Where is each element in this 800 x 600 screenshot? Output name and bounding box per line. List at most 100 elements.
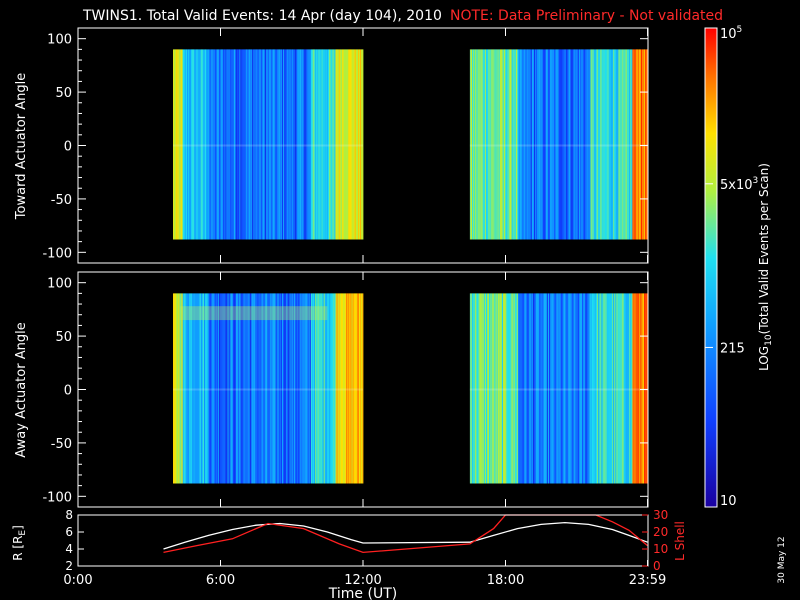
heatmap-column	[272, 293, 274, 484]
heatmap-column	[534, 49, 536, 240]
heatmap-column	[303, 293, 305, 484]
heatmap-column	[340, 293, 343, 484]
heatmap-column	[214, 49, 217, 240]
heatmap-column	[225, 49, 227, 240]
heatmap-column	[619, 293, 621, 484]
heatmap-column	[252, 49, 254, 240]
orbit-y-tick-label: 6	[65, 525, 73, 539]
heatmap-column	[317, 293, 319, 484]
heatmap-column	[185, 49, 188, 240]
heatmap-column	[507, 293, 509, 484]
heatmap-column	[634, 49, 636, 240]
heatmap-column	[289, 49, 291, 240]
heatmap-column	[278, 293, 281, 484]
heatmap-column	[202, 293, 205, 484]
heatmap-column	[209, 49, 211, 240]
heatmap-column	[514, 293, 517, 484]
heatmap-column	[307, 49, 310, 240]
heatmap-column	[645, 293, 647, 484]
heatmap-column	[283, 293, 285, 484]
heatmap-column	[624, 293, 627, 484]
orbit-ylabel: R [RE]	[11, 525, 28, 561]
heatmap-column	[479, 293, 481, 484]
y-tick-label: 50	[55, 330, 72, 345]
heatmap-column	[608, 293, 611, 484]
heatmap-column	[233, 293, 236, 484]
toward-heatmap	[173, 49, 648, 240]
heatmap-column	[320, 293, 322, 484]
away-heatmap	[173, 293, 648, 484]
heatmap-column	[339, 49, 342, 240]
heatmap-column	[268, 49, 270, 240]
heatmap-column	[646, 293, 648, 484]
heatmap-column	[620, 293, 623, 484]
heatmap-column	[626, 49, 629, 240]
heatmap-column	[639, 49, 642, 240]
heatmap-column	[175, 293, 177, 484]
heatmap-column	[277, 49, 280, 240]
heatmap-column	[314, 293, 316, 484]
heatmap-column	[552, 49, 554, 240]
heatmap-column	[523, 49, 525, 240]
heatmap-column	[274, 293, 276, 484]
heatmap-column	[300, 49, 302, 240]
heatmap-column	[485, 49, 488, 240]
heatmap-column	[259, 49, 262, 240]
away-panel: 100 50 0 -50 -100 Away Actuator Angle	[14, 271, 649, 508]
heatmap-column	[295, 49, 298, 240]
heatmap-column	[255, 49, 257, 240]
heatmap-column	[294, 293, 297, 484]
heatmap-column	[225, 293, 227, 484]
heatmap-column	[520, 293, 522, 484]
heatmap-column	[631, 293, 633, 484]
heatmap-column	[628, 293, 630, 484]
heatmap-column	[260, 293, 263, 484]
heatmap-column	[504, 293, 506, 484]
heatmap-column	[542, 293, 545, 484]
heatmap-column	[603, 293, 605, 484]
heatmap-column	[245, 49, 248, 240]
heatmap-column	[336, 49, 338, 240]
heatmap-column	[345, 49, 347, 240]
heatmap-column	[498, 293, 501, 484]
heatmap-column	[609, 49, 612, 240]
heatmap-column	[636, 49, 639, 240]
heatmap-column	[180, 49, 182, 240]
heatmap-column	[509, 49, 511, 240]
heatmap-column	[591, 293, 594, 484]
heatmap-column	[597, 293, 599, 484]
heatmap-column	[584, 49, 586, 240]
heatmap-column	[621, 293, 624, 484]
heatmap-column	[200, 293, 203, 484]
heatmap-column	[211, 49, 213, 240]
heatmap-column	[614, 49, 616, 240]
heatmap-column	[344, 49, 346, 240]
heatmap-column	[323, 293, 326, 484]
heatmap-column	[576, 293, 579, 484]
heatmap-column	[326, 293, 329, 484]
heatmap-column	[494, 49, 496, 240]
heatmap-column	[347, 293, 349, 484]
heatmap-column	[304, 49, 306, 240]
heatmap-column	[254, 293, 256, 484]
heatmap-column	[629, 49, 631, 240]
heatmap-column	[196, 49, 198, 240]
heatmap-column	[585, 293, 587, 484]
heatmap-column	[245, 293, 248, 484]
heatmap-column	[322, 293, 325, 484]
heatmap-column	[633, 293, 635, 484]
heatmap-column	[515, 49, 518, 240]
heatmap-column	[282, 49, 284, 240]
heatmap-column	[270, 293, 272, 484]
heatmap-column	[222, 49, 224, 240]
heatmap-column	[573, 293, 576, 484]
heatmap-column	[246, 293, 249, 484]
heatmap-column	[497, 293, 500, 484]
heatmap-column	[638, 49, 641, 240]
heatmap-column	[350, 49, 352, 240]
heatmap-column	[556, 293, 558, 484]
heatmap-column	[209, 293, 211, 484]
heatmap-column	[620, 49, 623, 240]
heatmap-column	[483, 49, 486, 240]
heatmap-column	[350, 293, 352, 484]
